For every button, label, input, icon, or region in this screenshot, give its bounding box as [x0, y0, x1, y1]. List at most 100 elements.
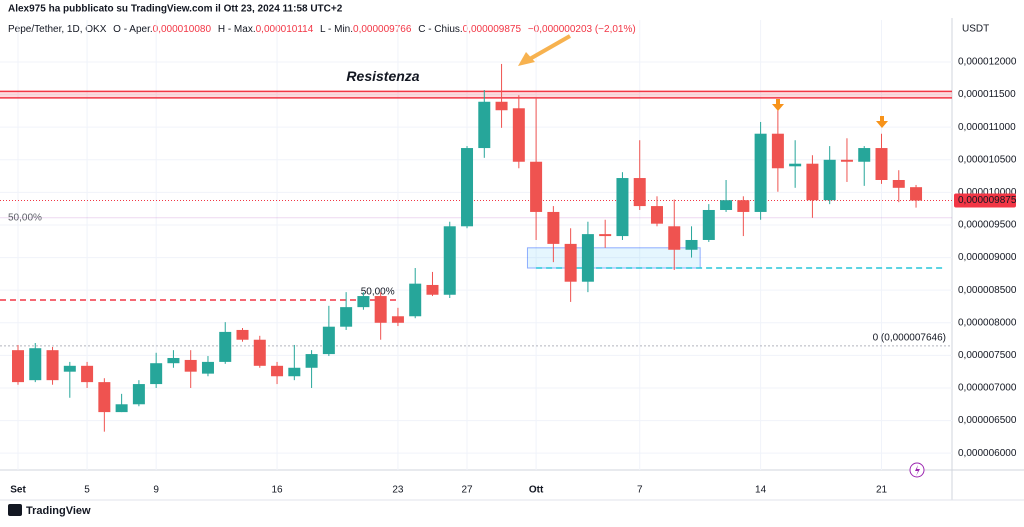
candle-body — [478, 101, 491, 149]
candle-body — [98, 382, 111, 413]
candle-body — [253, 339, 266, 366]
resistance-label: Resistenza — [346, 68, 419, 84]
candle-body — [685, 239, 698, 250]
candle-body — [115, 404, 128, 413]
y-tick-label: 0,000006000 — [958, 448, 1017, 459]
arrow-head — [518, 52, 535, 66]
y-tick-label: 0,000009000 — [958, 252, 1017, 263]
x-tick-label: 9 — [153, 485, 159, 496]
y-tick-label: 0,000008000 — [958, 317, 1017, 328]
x-tick-label: 21 — [876, 485, 888, 496]
candle-body — [858, 148, 871, 162]
fib-line-label: 50,00% — [361, 287, 395, 298]
x-tick-label: Set — [10, 485, 26, 496]
candle-body — [46, 350, 59, 381]
x-tick-label: 27 — [461, 485, 473, 496]
candle-body — [219, 331, 232, 362]
resistance-zone — [0, 91, 952, 98]
x-tick-label: 23 — [392, 485, 404, 496]
candle-body — [167, 357, 180, 364]
candle-body — [29, 348, 42, 381]
last-price-tag — [954, 193, 1016, 208]
x-tick-label: 14 — [755, 485, 767, 496]
event-icon-bolt — [915, 465, 920, 476]
arrow-down — [876, 116, 888, 128]
candle-body — [806, 163, 819, 201]
y-tick-label: 0,000010500 — [958, 154, 1017, 165]
candle-body — [236, 329, 249, 340]
ohlc-value: 0,000010080 — [153, 24, 212, 35]
candle-body — [426, 284, 439, 295]
candle-body — [823, 159, 836, 201]
y-tick-label: 0,000009500 — [958, 220, 1017, 231]
brand-logo — [8, 504, 22, 516]
y-tick-label: 0,000011500 — [958, 89, 1016, 100]
y-tick-label: 0,000008500 — [958, 285, 1017, 296]
candle-body — [184, 359, 197, 372]
plot: 0,000006000 0,000006500 0,000007000 0,00000… — [0, 20, 1017, 496]
candle-body — [599, 234, 612, 237]
ohlc-value: 0,000010114 — [256, 24, 314, 35]
candle-body — [340, 307, 353, 327]
y-tick-label: 0,000011000 — [958, 122, 1016, 133]
candle-body — [150, 363, 163, 385]
candle-body — [81, 365, 94, 383]
candle-body — [357, 296, 370, 308]
candle-body — [271, 365, 284, 377]
candle-body — [495, 101, 508, 111]
currency: USDT — [962, 24, 989, 35]
x-tick-label: 16 — [271, 485, 283, 496]
candle-body — [305, 354, 318, 368]
candle-body — [512, 108, 525, 162]
candle-body — [789, 163, 802, 167]
ohlc-key: O - Aper. — [113, 24, 152, 35]
x-tick-label: 5 — [84, 485, 90, 496]
ohlc-key: C - Chius. — [418, 24, 462, 35]
ohlc-key: H - Max. — [218, 24, 256, 35]
candle-body — [391, 316, 404, 323]
candle-body — [668, 226, 681, 250]
legend: Pepe/Tether, 1D, OKX O - Aper.0,00001008… — [8, 24, 636, 35]
candle-body — [288, 367, 301, 377]
candle-body — [63, 365, 76, 372]
candle-body — [875, 148, 888, 180]
last-price-label: 0,000009875 — [958, 195, 1017, 206]
candle-body — [702, 209, 715, 240]
candle-body — [443, 226, 456, 295]
candle-body — [650, 206, 663, 224]
ohlc-value: 0,000009875 — [463, 24, 522, 35]
candle-body — [374, 296, 387, 323]
author-line: Alex975 ha pubblicato su TradingView.com… — [8, 4, 343, 15]
candle-body — [633, 178, 646, 207]
candle-body — [616, 178, 629, 237]
candle-body — [892, 179, 905, 188]
y-tick-label: 0,000010000 — [958, 187, 1017, 198]
candle-body — [910, 187, 923, 201]
candle-body — [132, 384, 145, 405]
arrow-down — [772, 99, 784, 111]
change: −0,000000203 (−2,01%) — [528, 24, 636, 35]
candle-body — [530, 161, 543, 212]
candle-body — [581, 234, 594, 282]
y-tick-label: 0,000012000 — [958, 57, 1017, 68]
ohlc-value: 0,000009766 — [353, 24, 412, 35]
candle-body — [737, 200, 750, 212]
candle-body — [547, 211, 560, 244]
arrow — [527, 34, 571, 62]
x-tick-label: 7 — [637, 485, 643, 496]
candle-body — [754, 133, 767, 212]
candle-body — [840, 159, 853, 162]
candle-body — [12, 350, 24, 383]
fib-level-label: 50,00% — [8, 212, 42, 223]
candle-body — [409, 283, 422, 317]
candle-body — [564, 243, 577, 282]
y-tick-label: 0,000007000 — [958, 383, 1017, 394]
candle-body — [201, 361, 214, 374]
brand: TradingView — [26, 505, 91, 517]
candle-body — [771, 133, 784, 169]
candle-body — [720, 200, 733, 210]
symbol: Pepe/Tether, 1D, OKX — [8, 24, 107, 35]
